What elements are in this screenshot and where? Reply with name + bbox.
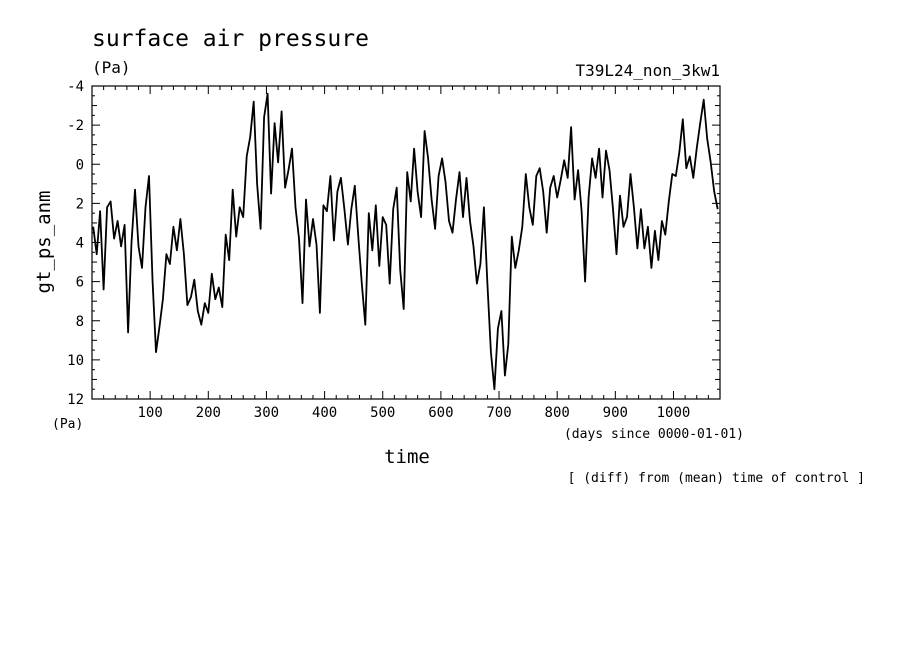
x-tick-label: 900 bbox=[603, 405, 628, 421]
y-tick-label: 4 bbox=[76, 236, 84, 252]
y-tick-label: -4 bbox=[67, 79, 84, 95]
x-tick-label: 700 bbox=[486, 405, 511, 421]
y-tick-label: -2 bbox=[67, 118, 84, 134]
y-tick-label: 6 bbox=[76, 275, 84, 291]
x-tick-label: 100 bbox=[137, 405, 162, 421]
x-tick-label: 500 bbox=[370, 405, 395, 421]
y-tick-labels: -4 -2 0 2 4 6 8 10 12 bbox=[67, 79, 84, 408]
x-tick-label: 800 bbox=[545, 405, 570, 421]
x-tick-label: 600 bbox=[428, 405, 453, 421]
x-tick-labels: 100 200 300 400 500 600 700 800 900 1000 bbox=[137, 405, 690, 421]
y-tick-label: 8 bbox=[76, 314, 84, 330]
x-tick-label: 200 bbox=[196, 405, 221, 421]
x-tick-label: 1000 bbox=[657, 405, 691, 421]
y-axis-unit: (Pa) bbox=[52, 417, 83, 432]
y-tick-label: 10 bbox=[67, 353, 84, 369]
y-tick-label: 0 bbox=[76, 157, 84, 173]
y-axis-label: gt_ps_anm bbox=[33, 191, 55, 294]
x-axis-unit-note: (days since 0000-01-01) bbox=[564, 427, 744, 442]
chart-title: surface air pressure bbox=[92, 26, 369, 52]
chart-units: (Pa) bbox=[92, 58, 131, 77]
y-tick-label: 12 bbox=[67, 392, 84, 408]
x-axis-label: time bbox=[384, 446, 430, 468]
x-ticks bbox=[103, 86, 709, 399]
series-line bbox=[92, 92, 719, 391]
x-tick-label: 400 bbox=[312, 405, 337, 421]
footnote: [ (diff) from (mean) time of control ] bbox=[568, 471, 865, 486]
x-tick-label: 300 bbox=[254, 405, 279, 421]
y-tick-label: 2 bbox=[76, 196, 84, 212]
run-label: T39L24_non_3kw1 bbox=[576, 61, 721, 80]
